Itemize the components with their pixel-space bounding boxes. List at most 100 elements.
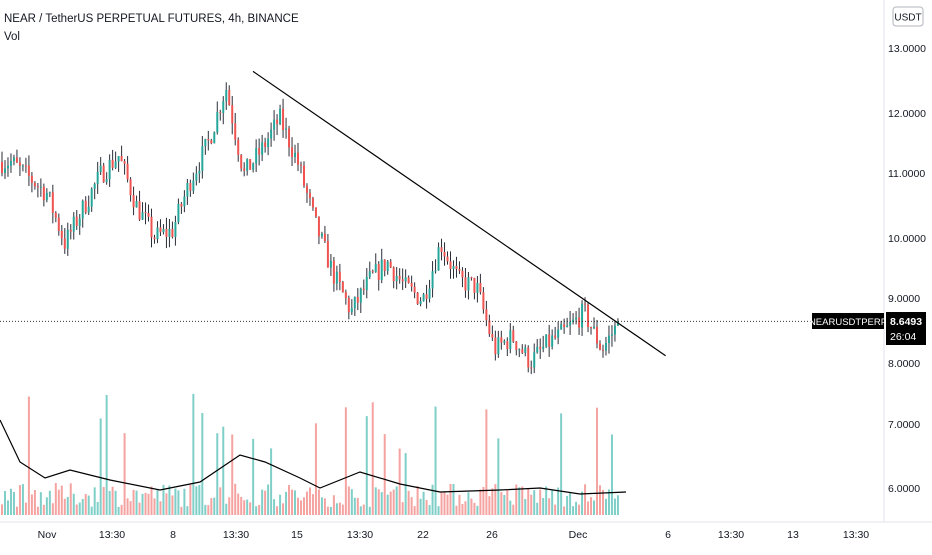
volume-bar <box>601 489 604 515</box>
volume-bar <box>320 497 323 515</box>
candle <box>24 165 27 167</box>
candle <box>1 162 3 173</box>
currency-label: USDT <box>894 13 921 24</box>
currency-button[interactable] <box>892 6 924 27</box>
volume-bar <box>213 497 216 515</box>
candle <box>314 207 317 217</box>
candle <box>398 276 401 280</box>
volume-bar <box>210 498 213 515</box>
candle <box>84 200 87 213</box>
volume-bar <box>305 491 308 515</box>
volume-bar <box>252 438 255 515</box>
candle <box>279 108 282 125</box>
time-tick: 26 <box>486 529 498 541</box>
volume-bar <box>6 500 9 515</box>
volume-bar <box>449 483 452 515</box>
candle <box>332 260 335 284</box>
volume-bar <box>359 506 362 515</box>
volume-bar <box>156 489 159 515</box>
candle <box>563 324 566 327</box>
candle <box>216 112 219 133</box>
candle <box>3 168 6 173</box>
candle <box>509 330 512 349</box>
time-axis[interactable]: Nov 13:30 8 13:30 15 13:30 22 26 Dec 6 1… <box>38 529 870 541</box>
candle <box>288 128 291 148</box>
candle <box>6 165 9 169</box>
candle <box>90 188 93 207</box>
volume-bar <box>27 396 30 515</box>
volume-bar <box>72 493 75 515</box>
volume-bar <box>87 495 90 515</box>
candle <box>258 148 261 155</box>
candle <box>36 186 39 188</box>
candle <box>78 218 81 226</box>
volume-bar <box>332 495 335 515</box>
candle <box>500 337 503 343</box>
price-tick: 8.0000 <box>888 358 920 370</box>
candle <box>530 367 533 369</box>
volume-bar <box>180 506 183 515</box>
volume-bar <box>554 504 557 515</box>
volume-bar <box>186 506 189 515</box>
candle <box>111 159 114 168</box>
volume-bar <box>613 498 616 515</box>
volume-bar <box>294 490 297 515</box>
volume-bar <box>347 486 350 515</box>
volume-bar <box>12 492 15 515</box>
candle <box>198 170 201 174</box>
trendline[interactable] <box>252 70 666 357</box>
candle-countdown: 26:04 <box>890 331 916 343</box>
price-axis[interactable]: 13.0000 12.0000 11.0000 10.0000 9.0000 8… <box>888 43 926 495</box>
volume-bar <box>581 491 584 515</box>
volume-bar <box>231 434 234 515</box>
volume-bar <box>267 484 270 515</box>
candle <box>66 229 69 249</box>
candle <box>569 322 572 326</box>
volume-bar <box>326 506 329 515</box>
candle <box>305 185 308 193</box>
candle <box>39 186 42 188</box>
candle <box>413 286 416 293</box>
volume-bar <box>270 448 273 515</box>
volume-bar <box>458 494 461 515</box>
volume-bar <box>557 487 560 515</box>
volume-bar <box>494 484 497 515</box>
volume-bar <box>353 497 356 515</box>
volume-bar <box>36 506 39 515</box>
volume-bar <box>171 495 174 515</box>
volume-bar <box>539 489 542 515</box>
candle <box>416 292 419 305</box>
volume-bar <box>482 486 485 515</box>
candle <box>117 156 120 162</box>
candle <box>177 203 180 223</box>
candle <box>123 161 126 164</box>
volume-bar <box>503 494 506 515</box>
volume-bar <box>183 488 186 515</box>
candle <box>335 271 338 284</box>
candle <box>183 196 186 207</box>
volume-bar <box>518 487 521 515</box>
candle <box>231 105 234 124</box>
volume-bar <box>365 416 368 515</box>
candle <box>144 212 147 214</box>
volume-bar <box>159 501 162 515</box>
candle <box>527 347 530 368</box>
volume-bar <box>380 492 383 515</box>
candle <box>273 119 276 130</box>
volume-bar <box>311 494 314 515</box>
volume-bar <box>153 498 156 515</box>
volume-bar <box>422 491 425 515</box>
volume-bar <box>33 490 36 515</box>
volume-bar <box>569 492 572 515</box>
volume-bar <box>189 484 192 515</box>
volume-bar <box>317 489 320 515</box>
volume-bar <box>198 484 201 515</box>
volume-bar <box>225 503 228 515</box>
volume-bar <box>419 498 422 515</box>
candle <box>389 261 392 268</box>
candle <box>353 296 356 309</box>
candle <box>234 123 237 140</box>
candle <box>326 241 329 268</box>
candle <box>285 128 288 130</box>
